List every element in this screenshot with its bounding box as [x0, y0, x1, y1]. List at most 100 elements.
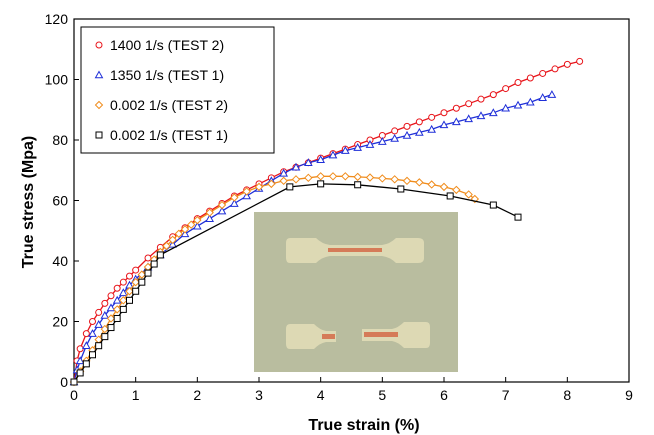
data-point — [341, 172, 350, 181]
data-point — [365, 140, 375, 148]
data-point — [106, 314, 116, 323]
data-point — [415, 178, 424, 187]
data-point — [317, 180, 325, 188]
series-2 — [69, 90, 557, 386]
data-point — [88, 329, 97, 337]
specimen-photo-inset — [254, 212, 458, 372]
data-point — [428, 113, 436, 121]
data-point — [125, 287, 134, 296]
data-point — [162, 241, 171, 251]
x-tick-label: 2 — [193, 387, 201, 403]
data-point — [156, 251, 164, 259]
data-point — [229, 198, 239, 207]
legend-label: 1400 1/s (TEST 2) — [110, 37, 224, 53]
data-point — [168, 235, 177, 245]
data-point — [106, 303, 116, 312]
data-point — [82, 360, 90, 368]
y-tick-label: 80 — [52, 132, 68, 148]
data-point — [144, 254, 152, 262]
data-point — [254, 182, 264, 192]
data-point — [452, 104, 460, 112]
y-tick-label: 20 — [52, 314, 68, 330]
data-point — [427, 124, 437, 133]
y-tick-label: 60 — [52, 193, 68, 209]
data-point — [451, 117, 461, 126]
data-point — [440, 109, 448, 117]
data-point — [489, 91, 497, 99]
data-point — [100, 310, 110, 319]
data-point — [304, 173, 313, 183]
data-point — [563, 60, 571, 68]
series-line — [73, 183, 519, 383]
data-point — [551, 65, 559, 73]
data-point — [465, 100, 473, 108]
data-point — [101, 333, 109, 341]
y-tick-label: 120 — [45, 11, 69, 27]
data-point — [354, 181, 362, 189]
legend-marker — [95, 41, 103, 49]
legend-box — [80, 26, 275, 154]
data-point — [205, 214, 215, 222]
data-point — [415, 118, 423, 126]
data-point — [192, 221, 202, 230]
data-point — [279, 176, 288, 186]
legend-label: 0.002 1/s (TEST 1) — [110, 127, 228, 143]
legend-marker — [95, 131, 103, 139]
data-point — [576, 57, 584, 65]
x-tick-label: 7 — [502, 387, 510, 403]
data-point — [316, 155, 326, 163]
x-tick-label: 8 — [563, 387, 571, 403]
data-point — [452, 185, 461, 195]
data-point — [514, 213, 522, 221]
data-point — [100, 324, 110, 334]
data-point — [328, 150, 338, 159]
data-point — [402, 176, 412, 186]
legend-marker — [94, 70, 104, 79]
y-axis-title: True stress (Mpa) — [20, 136, 37, 268]
data-point — [539, 69, 547, 77]
data-point — [391, 127, 399, 135]
data-point — [126, 272, 133, 280]
legend-label: 0.002 1/s (TEST 2) — [110, 97, 228, 113]
data-point — [427, 180, 436, 189]
data-point — [132, 287, 140, 295]
data-point — [150, 260, 158, 268]
data-point — [113, 314, 121, 322]
data-point — [193, 215, 202, 225]
data-point — [464, 190, 473, 199]
data-point — [547, 90, 557, 98]
data-point — [303, 158, 313, 166]
data-point — [70, 378, 78, 386]
data-point — [328, 172, 338, 181]
data-point — [403, 122, 411, 130]
data-point — [488, 108, 498, 117]
data-point — [242, 187, 251, 196]
data-point — [353, 172, 362, 182]
inset-background — [254, 212, 458, 372]
data-point — [286, 183, 294, 191]
data-point — [353, 143, 363, 151]
data-point — [89, 318, 96, 325]
data-point — [119, 305, 127, 313]
data-point — [501, 103, 511, 112]
data-point — [131, 277, 140, 287]
data-point — [119, 278, 127, 286]
data-point — [144, 269, 152, 277]
data-point — [439, 182, 449, 192]
y-tick-label: 100 — [45, 72, 69, 88]
data-point — [94, 319, 104, 328]
data-point — [119, 296, 128, 305]
x-tick-label: 4 — [317, 387, 325, 403]
data-point — [76, 369, 84, 377]
data-point — [340, 146, 350, 154]
data-point — [489, 201, 497, 209]
data-point — [316, 172, 325, 181]
data-point — [81, 341, 91, 349]
x-tick-label: 9 — [625, 387, 633, 403]
data-point — [186, 220, 196, 229]
x-axis-title: True strain (%) — [308, 417, 419, 434]
x-tick-label: 3 — [255, 387, 263, 403]
data-point — [101, 299, 109, 307]
data-point — [230, 193, 239, 202]
